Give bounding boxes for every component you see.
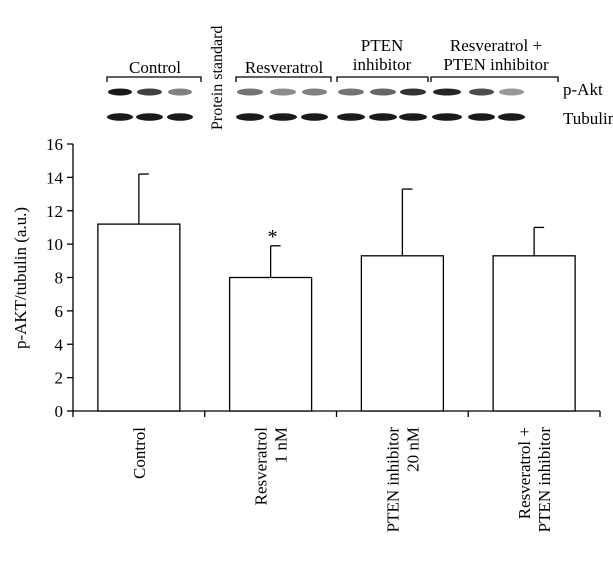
y-tick-label: 2 (55, 369, 64, 388)
y-tick-label: 0 (55, 402, 64, 421)
p-akt-band (499, 88, 524, 96)
blot-panel: Control Protein standard Resveratrol PTE… (106, 26, 613, 130)
bar (492, 255, 576, 412)
band-row-p-akt (108, 88, 524, 96)
blot-group-label-resveratrol: Resveratrol (245, 58, 324, 77)
tubulin-band (167, 113, 193, 121)
protein-standard-label: Protein standard (209, 26, 226, 130)
y-tick-label: 4 (55, 335, 64, 354)
blot-group-label-combo: Resveratrol + PTEN inhibitor (443, 36, 549, 74)
p-akt-band (270, 88, 296, 96)
tubulin-band (136, 113, 163, 121)
blot-group-label-pten: PTEN inhibitor (353, 36, 412, 74)
y-axis-label: p-AKT/tubulin (a.u.) (11, 207, 30, 349)
blot-group-bracket-combo (430, 76, 559, 82)
y-axis-ticks: 0 2 4 6 8 10 12 14 16 (46, 135, 73, 421)
category-label: Resveratrol +PTEN inhibitor (515, 427, 554, 533)
tubulin-band (236, 113, 264, 121)
tubulin-band (498, 113, 525, 121)
band-row-tubulin (107, 113, 525, 121)
bar (228, 276, 313, 412)
p-akt-band (400, 88, 426, 96)
tubulin-band (107, 113, 133, 121)
bar (360, 255, 445, 412)
p-akt-band (108, 88, 132, 96)
p-akt-band (469, 88, 494, 96)
bar (97, 223, 181, 412)
tubulin-band (468, 113, 495, 121)
tubulin-band (369, 113, 397, 121)
tubulin-band (432, 113, 462, 121)
p-akt-band (433, 88, 461, 96)
x-axis-ticks (72, 411, 601, 417)
blot-group-bracket-pten (336, 76, 429, 82)
p-akt-band (168, 88, 192, 96)
p-akt-band (370, 88, 396, 96)
tubulin-band (301, 113, 328, 121)
significance-asterisk: * (268, 226, 278, 248)
row-label-tubulin: Tubulin (563, 109, 613, 128)
category-label: Resveratrol1 nM (252, 427, 291, 506)
blot-group-bracket-resveratrol (235, 76, 332, 82)
category-label: Control (130, 427, 149, 479)
y-tick-label: 12 (46, 202, 63, 221)
category-label: PTEN inhibitor20 nM (383, 427, 422, 533)
p-akt-band (302, 88, 327, 96)
y-tick-label: 6 (55, 302, 64, 321)
tubulin-band (269, 113, 297, 121)
bar-chart: 0 2 4 6 8 10 12 14 16 p-AKT/tubulin (a.u.) * Con… (11, 135, 601, 533)
y-tick-label: 8 (55, 269, 64, 288)
error-bars-group (138, 173, 545, 278)
y-tick-label: 14 (46, 168, 64, 187)
blot-group-label-control: Control (129, 58, 181, 77)
category-labels: Control Resveratrol1 nM PTEN inhibitor20 n… (130, 427, 554, 533)
y-tick-label: 10 (46, 235, 63, 254)
y-tick-label: 16 (46, 135, 63, 154)
tubulin-band (399, 113, 427, 121)
p-akt-band (338, 88, 364, 96)
annotations-group: * (268, 226, 278, 248)
bars-group (97, 223, 576, 412)
tubulin-band (337, 113, 365, 121)
blot-group-bracket-control (106, 76, 202, 82)
row-label-p-akt: p-Akt (563, 80, 603, 99)
p-akt-band (137, 88, 162, 96)
p-akt-band (237, 88, 263, 96)
